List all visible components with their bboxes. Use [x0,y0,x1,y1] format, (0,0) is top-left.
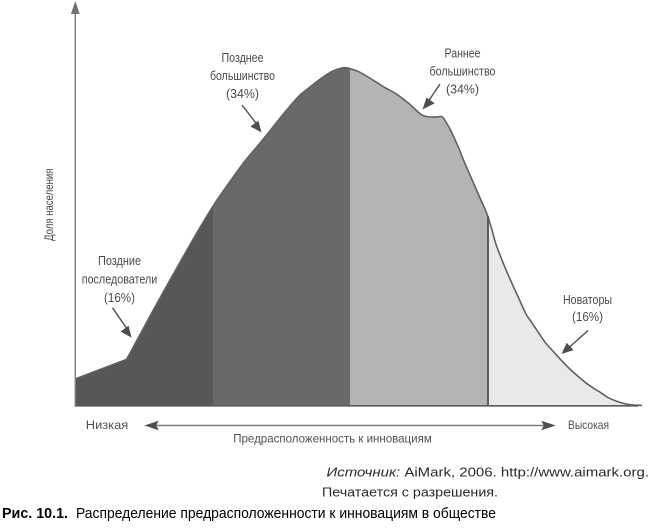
svg-text:(34%): (34%) [226,87,259,101]
svg-text:Новаторы: Новаторы [563,293,612,307]
svg-text:Позднее: Позднее [222,51,264,65]
svg-text:Рис. 10.1.: Рис. 10.1. [2,506,68,522]
svg-text:Низкая: Низкая [86,418,129,432]
svg-text:Раннее: Раннее [445,47,481,61]
svg-text:последователи: последователи [82,273,158,287]
svg-text:Источник: AiMark, 2006. http:/: Источник: AiMark, 2006. http://www.aimar… [327,464,650,479]
svg-text:Поздние: Поздние [98,254,141,268]
svg-text:Предрасположенность к инноваци: Предрасположенность к инновациям [233,432,432,446]
svg-text:большинство: большинство [430,65,496,79]
svg-text:Доля населения: Доля населения [42,169,56,242]
svg-text:Высокая: Высокая [568,418,609,432]
svg-text:Распределение предрасположенно: Распределение предрасположенности к инно… [76,506,496,522]
svg-text:(16%): (16%) [104,291,135,305]
svg-text:(16%): (16%) [572,310,603,324]
svg-text:(34%): (34%) [446,83,479,97]
svg-text:Печатается с разрешения.: Печатается с разрешения. [322,485,498,500]
svg-text:большинство: большинство [210,69,275,83]
